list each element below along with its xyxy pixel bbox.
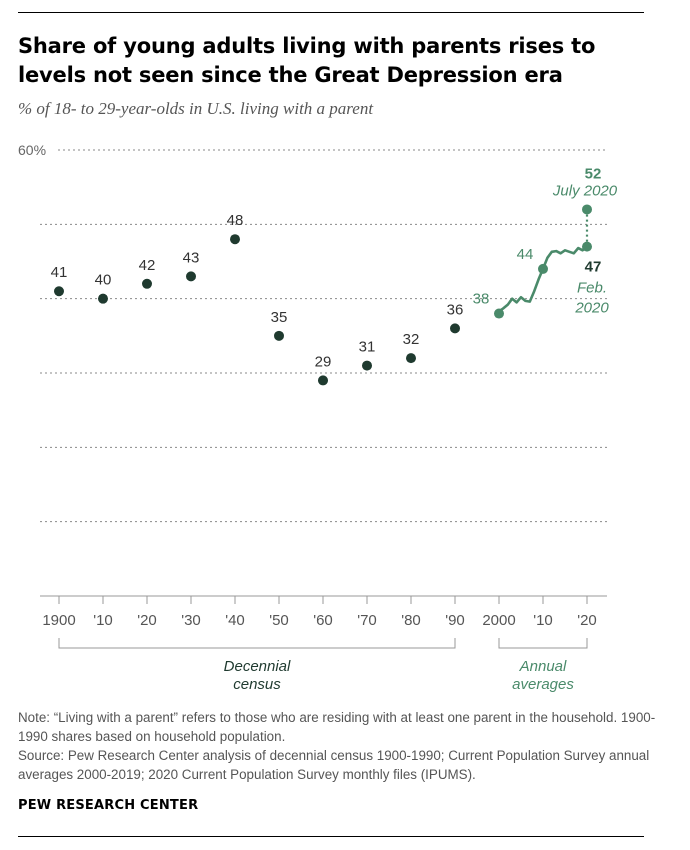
x-tick-label: '60 (313, 612, 333, 629)
bracket-label: averages (512, 676, 574, 693)
x-tick-label: '70 (357, 612, 377, 629)
feb-2020-point (582, 241, 592, 252)
x-tick-label: 1900 (42, 612, 75, 629)
decennial-point (54, 286, 64, 297)
decennial-point (142, 278, 152, 289)
feb-2020-value-label: 47 (585, 259, 602, 276)
gridlines: 60% (18, 142, 607, 523)
x-tick-label: '90 (445, 612, 465, 629)
data-points (54, 204, 592, 386)
y-tick-label: 60% (18, 142, 46, 158)
decennial-point (318, 375, 328, 386)
series-lines (497, 209, 589, 313)
x-axis: 1900 '10 '20 '30 '40 '50 '60 '70 '80 '90 2000 '10 '2… (40, 595, 607, 629)
decennial-data-label: 42 (139, 257, 156, 274)
annual-average-point (494, 308, 504, 319)
decennial-data-label: 40 (95, 272, 112, 289)
decennial-data-label: 36 (447, 301, 464, 318)
x-tick-label: '10 (533, 612, 553, 629)
decennial-data-label: 48 (227, 212, 244, 229)
x-tick-label: 2000 (482, 612, 515, 629)
decennial-point (186, 271, 196, 282)
decennial-data-label: 31 (359, 339, 376, 356)
annual-averages-line (497, 245, 589, 313)
x-tick-label: '20 (137, 612, 157, 629)
july-2020-value-label: 52 (585, 165, 602, 182)
july-2020-note: July 2020 (552, 182, 618, 199)
decennial-data-label: 32 (403, 331, 420, 348)
decennial-point (450, 323, 460, 334)
decennial-point (98, 293, 108, 304)
notes: Note: “Living with a parent” refers to t… (18, 708, 658, 784)
decennial-data-label: 41 (51, 264, 68, 281)
x-tick-label: '30 (181, 612, 201, 629)
feb-2020-note: 2020 (574, 300, 609, 317)
july-2020-point (582, 204, 592, 215)
feb-2020-note: Feb. (577, 280, 607, 297)
decennial-point (274, 330, 284, 341)
source-text: Source: Pew Research Center analysis of … (18, 748, 650, 782)
x-tick-label: '10 (93, 612, 113, 629)
annual-average-label: 44 (517, 246, 534, 263)
chart-subtitle: % of 18- to 29-year-olds in U.S. living … (18, 99, 374, 118)
top-rule (18, 12, 644, 13)
bracket-label: Decennial (224, 658, 291, 675)
bracket-label: census (233, 676, 281, 693)
x-tick-label: '50 (269, 612, 289, 629)
chart-title: Share of young adults living with parent… (18, 34, 596, 87)
annual-average-point (538, 263, 548, 274)
x-tick-label: '40 (225, 612, 245, 629)
annual-average-label: 38 (473, 291, 490, 308)
bracket-line (498, 638, 588, 649)
decennial-data-label: 43 (183, 249, 200, 266)
x-tick-label: '80 (401, 612, 421, 629)
note-text: Note: “Living with a parent” refers to t… (18, 710, 656, 744)
x-tick-label: '20 (577, 612, 597, 629)
decennial-point (230, 234, 240, 245)
decennial-point (406, 353, 416, 364)
bracket-label: Annual (519, 658, 567, 675)
decennial-point (362, 360, 372, 371)
decennial-data-label: 29 (315, 353, 332, 370)
decennial-data-label: 35 (271, 309, 288, 326)
brand-logo-text: PEW RESEARCH CENTER (18, 798, 199, 813)
line-chart: 60% 1900 '10 '20 '30 '40 '50 '60 '70 '80 '90 2000 '… (18, 142, 618, 693)
bottom-rule (18, 836, 644, 837)
bracket-line (58, 638, 456, 649)
